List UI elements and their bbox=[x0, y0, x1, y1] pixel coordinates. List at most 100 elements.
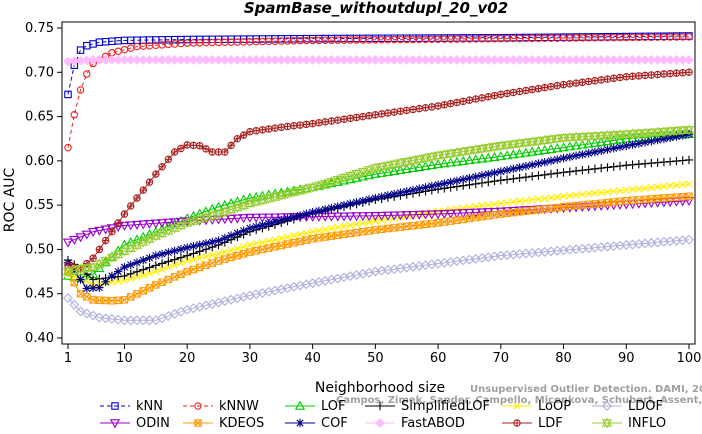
data-point-odin bbox=[100, 225, 111, 235]
data-point-ldf bbox=[271, 124, 279, 132]
data-point-cof bbox=[440, 179, 449, 188]
data-point-kdeos bbox=[302, 236, 311, 244]
data-point-inflo bbox=[382, 160, 394, 171]
data-point-loop bbox=[290, 232, 298, 240]
data-point-simplifiedlof bbox=[170, 255, 179, 264]
data-point-simplifiedlof bbox=[596, 163, 606, 173]
data-point-knnw bbox=[83, 70, 91, 78]
data-point-ldf bbox=[296, 121, 304, 129]
data-point-ldf bbox=[490, 91, 499, 100]
data-point-kdeos bbox=[359, 227, 367, 236]
data-point-lof bbox=[545, 144, 557, 154]
data-point-ldof bbox=[69, 299, 80, 310]
data-point-simplifiedlof bbox=[609, 162, 618, 171]
data-point-ldf bbox=[133, 194, 141, 202]
data-point-cof bbox=[653, 135, 662, 145]
data-point-inflo bbox=[69, 264, 80, 276]
data-point-kdeos bbox=[352, 228, 361, 237]
data-point-kdeos bbox=[133, 290, 141, 298]
data-point-cof bbox=[389, 189, 399, 199]
data-point-ldf bbox=[653, 70, 662, 79]
data-point-inflo bbox=[583, 131, 594, 142]
data-point-kdeos bbox=[428, 219, 436, 228]
data-point-ldf bbox=[302, 120, 311, 129]
data-point-ldf bbox=[202, 145, 210, 153]
data-point-cof bbox=[421, 183, 430, 192]
data-point-kdeos bbox=[258, 245, 267, 254]
data-point-inflo bbox=[602, 130, 613, 141]
data-point-inflo bbox=[439, 149, 450, 160]
data-point-loop bbox=[553, 193, 561, 201]
data-point-kdeos bbox=[145, 284, 154, 292]
data-point-ldf bbox=[327, 117, 336, 125]
data-point-loop bbox=[660, 182, 668, 190]
data-point-knn bbox=[76, 46, 85, 54]
data-point-cof bbox=[151, 251, 161, 260]
data-point-ldf bbox=[528, 85, 536, 94]
data-point-loop bbox=[547, 194, 555, 202]
data-point-loop bbox=[685, 180, 693, 188]
legend-item-lof: LOF bbox=[285, 399, 346, 414]
data-point-cof bbox=[346, 199, 355, 208]
data-point-cof bbox=[446, 177, 455, 187]
data-point-loop bbox=[108, 278, 116, 286]
x-tick-label: 70 bbox=[493, 351, 510, 366]
data-point-cof bbox=[565, 152, 575, 162]
data-point-loop bbox=[365, 218, 373, 226]
data-point-lof bbox=[527, 146, 538, 156]
data-point-lof bbox=[370, 168, 381, 178]
data-point-kdeos bbox=[547, 204, 555, 213]
data-point-loop bbox=[352, 220, 361, 228]
data-point-kdeos bbox=[189, 265, 198, 274]
data-point-loop bbox=[152, 267, 160, 276]
data-point-inflo bbox=[596, 130, 607, 142]
data-point-loop bbox=[572, 191, 580, 199]
data-point-ldf bbox=[308, 119, 317, 128]
data-point-ldf bbox=[534, 84, 543, 93]
data-point-inflo bbox=[683, 124, 695, 136]
data-point-inflo bbox=[508, 138, 519, 150]
data-point-lof bbox=[414, 162, 425, 172]
data-point-cof bbox=[628, 140, 637, 149]
data-point-lof bbox=[564, 141, 575, 151]
data-point-lof bbox=[401, 163, 412, 174]
series-line-cof bbox=[67, 133, 690, 289]
data-point-knn bbox=[89, 40, 97, 48]
data-point-loop bbox=[591, 189, 599, 197]
data-point-odin bbox=[244, 213, 256, 223]
data-point-loop bbox=[258, 238, 267, 246]
data-point-cof bbox=[458, 175, 468, 184]
data-point-ldf bbox=[584, 77, 593, 86]
data-point-ldf bbox=[484, 93, 493, 101]
data-point-ldf bbox=[628, 72, 637, 80]
data-point-inflo bbox=[608, 129, 619, 141]
series-kdeos bbox=[64, 192, 693, 305]
data-point-cof bbox=[502, 165, 512, 175]
legend-marker-kdeos bbox=[194, 419, 202, 427]
data-point-odin bbox=[389, 211, 400, 221]
x-tick-label: 30 bbox=[242, 351, 259, 366]
data-point-kdeos bbox=[484, 212, 493, 220]
data-point-cof bbox=[277, 216, 286, 225]
series-knn bbox=[64, 32, 693, 99]
data-point-ldf bbox=[622, 73, 631, 81]
legend-marker-cof bbox=[295, 418, 305, 428]
data-point-ldof bbox=[63, 293, 73, 304]
data-point-cof bbox=[176, 245, 186, 254]
data-point-cof bbox=[283, 214, 292, 223]
data-point-ldf bbox=[559, 81, 568, 89]
y-tick-label: 0.70 bbox=[25, 65, 54, 80]
legend-marker-loop bbox=[513, 402, 521, 410]
legend-label-odin: ODIN bbox=[136, 416, 170, 431]
legend-label-kdeos: KDEOS bbox=[219, 416, 264, 431]
data-point-simplifiedlof bbox=[565, 167, 575, 176]
data-point-ldf bbox=[478, 94, 486, 102]
data-point-odin bbox=[238, 214, 249, 224]
data-point-cof bbox=[120, 262, 129, 272]
data-point-cof bbox=[615, 142, 625, 152]
data-point-cof bbox=[402, 187, 411, 196]
data-point-loop bbox=[490, 200, 499, 208]
data-point-kdeos bbox=[290, 239, 298, 247]
data-point-kdeos bbox=[497, 210, 505, 218]
data-point-knn bbox=[64, 90, 72, 99]
